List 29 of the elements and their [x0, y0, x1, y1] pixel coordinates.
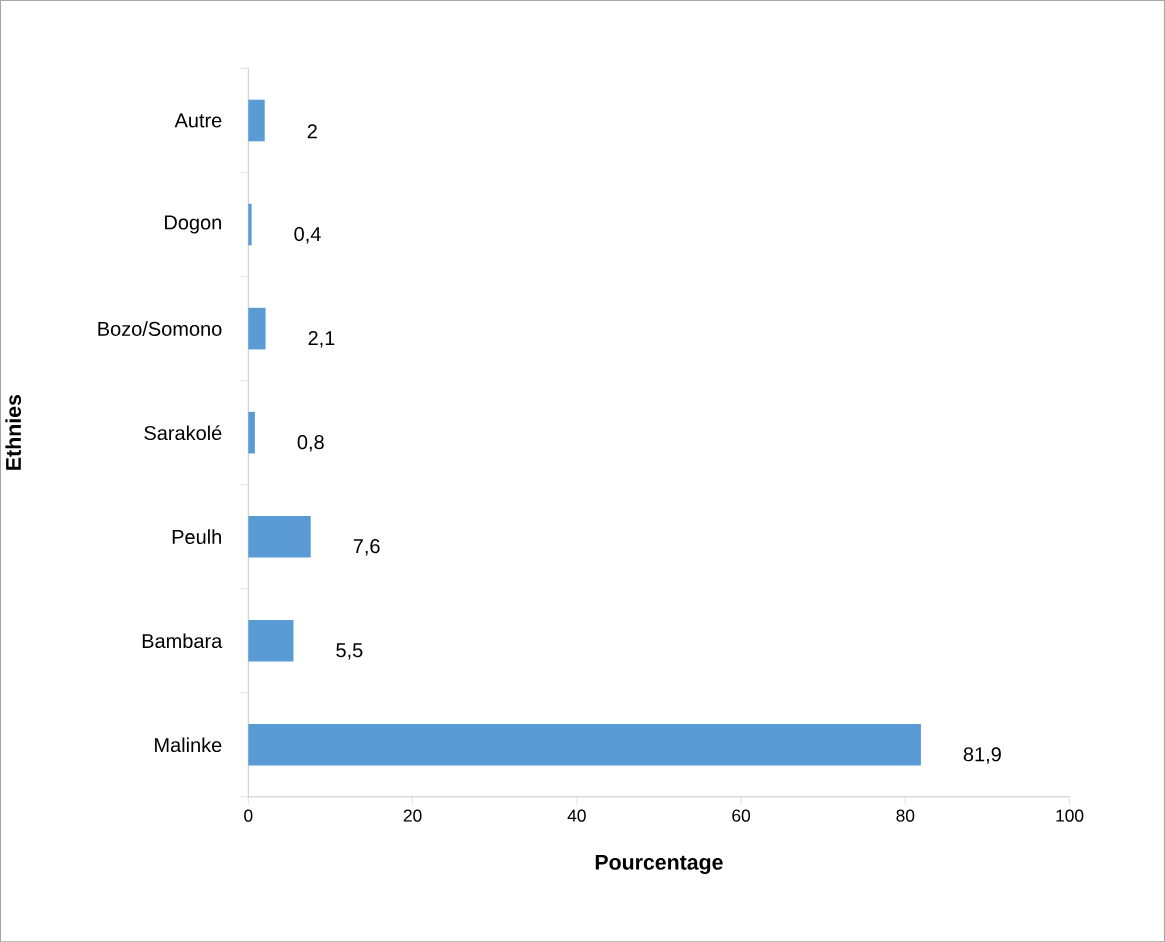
- bar: [248, 307, 266, 350]
- data-label: 0,4: [294, 226, 321, 244]
- data-label: 0,8: [297, 434, 324, 452]
- data-label: 81,9: [963, 747, 1001, 764]
- y-tick-label: Peulh: [172, 529, 221, 544]
- x-tick-label: 60: [732, 809, 751, 822]
- y-tick-label: Bozo/Somono: [98, 321, 222, 336]
- bar: [248, 411, 255, 454]
- data-label: 2,1: [308, 330, 335, 348]
- bar: [248, 723, 921, 766]
- x-tick-label: 80: [896, 809, 915, 822]
- y-tick-label: Malinke: [155, 737, 222, 753]
- x-axis-title: Pourcentage: [595, 854, 723, 874]
- x-tick-label: 0: [244, 809, 253, 822]
- y-tick-label: Sarakolé: [144, 425, 222, 440]
- bar: [248, 619, 294, 662]
- data-label: 5,5: [336, 643, 363, 660]
- x-tick-label: 40: [567, 809, 586, 822]
- y-tick-label: Autre: [174, 113, 222, 128]
- data-label: 7,6: [353, 539, 380, 556]
- data-label: 2: [307, 124, 317, 139]
- x-tick-label: 20: [403, 809, 422, 822]
- bar: [248, 515, 311, 558]
- bar: [248, 99, 265, 142]
- bar: [248, 203, 252, 246]
- x-tick-label: 100: [1056, 809, 1084, 822]
- y-tick-label: Dogon: [165, 215, 221, 234]
- y-tick-label: Bambara: [142, 633, 223, 648]
- y-axis-title: Ethnies: [5, 394, 22, 470]
